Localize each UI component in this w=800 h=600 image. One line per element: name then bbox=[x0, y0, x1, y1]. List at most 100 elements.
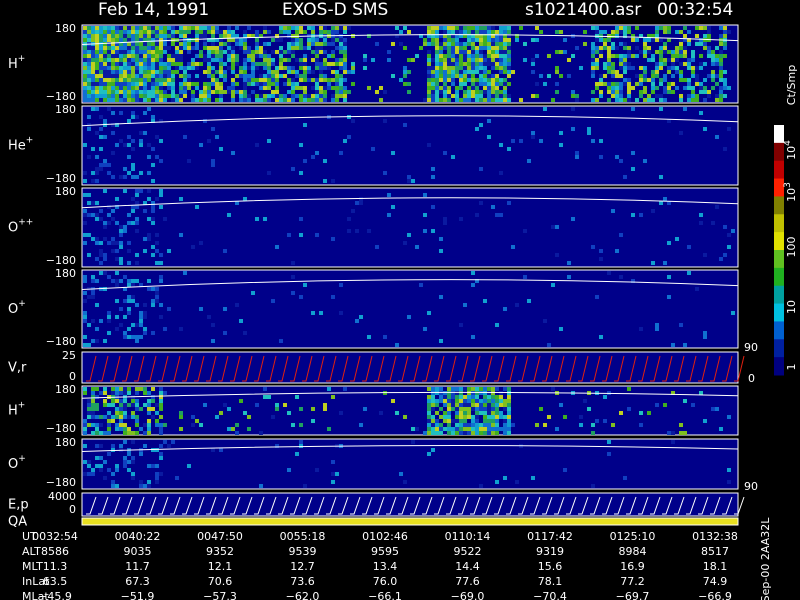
spectrogram-cell bbox=[427, 311, 431, 315]
spectrogram-cell bbox=[211, 90, 215, 94]
spectrogram-cell bbox=[131, 205, 135, 209]
spectrogram-cell bbox=[303, 90, 307, 94]
spectrogram-cell bbox=[491, 98, 495, 102]
spectrogram-cell bbox=[447, 387, 451, 391]
spectrogram-cell bbox=[95, 257, 99, 261]
spectrogram-cell bbox=[107, 38, 111, 42]
spectrogram-cell bbox=[431, 431, 435, 435]
spectrogram-cell bbox=[151, 38, 155, 42]
spectrogram-cell bbox=[175, 54, 179, 58]
spectrogram-cell bbox=[91, 275, 95, 279]
spectrogram-cell bbox=[131, 476, 135, 480]
spectrogram-cell bbox=[523, 42, 527, 46]
spectrogram-cell bbox=[131, 335, 135, 339]
spectrogram-cell bbox=[483, 86, 487, 90]
spectrogram-cell bbox=[631, 213, 635, 217]
spectrogram-cell bbox=[123, 94, 127, 98]
spectrogram-cell bbox=[479, 90, 483, 94]
spectrogram-cell bbox=[291, 38, 295, 42]
spectrogram-cell bbox=[675, 46, 679, 50]
spectrogram-cell bbox=[443, 90, 447, 94]
spectrogram-cell bbox=[455, 58, 459, 62]
right-axis-top: 90 bbox=[744, 480, 758, 493]
spectrogram-cell bbox=[191, 423, 195, 427]
spectrogram-cell bbox=[103, 94, 107, 98]
spectrogram-cell bbox=[447, 74, 451, 78]
spectrogram-cell bbox=[303, 78, 307, 82]
spectrogram-cell bbox=[319, 311, 323, 315]
spectrogram-cell bbox=[135, 217, 139, 221]
spectrogram-cell bbox=[427, 70, 431, 74]
spectrogram-cell bbox=[247, 415, 251, 419]
spectrogram-cell bbox=[123, 90, 127, 94]
spectrogram-cell bbox=[103, 30, 107, 34]
spectrogram-cell bbox=[463, 415, 467, 419]
spectrogram-cell bbox=[319, 46, 323, 50]
spectrogram-cell bbox=[471, 415, 475, 419]
spectrogram-cell bbox=[135, 74, 139, 78]
spectrogram-cell bbox=[563, 415, 567, 419]
spectrogram-cell bbox=[87, 127, 91, 131]
spectrogram-cell bbox=[263, 387, 267, 391]
spectrogram-cell bbox=[123, 62, 127, 66]
spectrogram-cell bbox=[355, 229, 359, 233]
spectrogram-cell bbox=[139, 30, 143, 34]
spectrogram-cell bbox=[507, 34, 511, 38]
spectrogram-cell bbox=[703, 331, 707, 335]
spectrogram-cell bbox=[507, 74, 511, 78]
spectrogram-cell bbox=[219, 66, 223, 70]
spectrogram-cell bbox=[227, 26, 231, 30]
spectrogram-cell bbox=[659, 82, 663, 86]
spectrogram-cell bbox=[575, 155, 579, 159]
spectrogram-cell bbox=[323, 26, 327, 30]
spectrogram-cell bbox=[135, 30, 139, 34]
spectrogram-cell bbox=[127, 311, 131, 315]
spectrogram-cell bbox=[203, 38, 207, 42]
spectrogram-cell bbox=[171, 440, 175, 444]
spectrogram-cell bbox=[139, 50, 143, 54]
spectrogram-cell bbox=[363, 54, 367, 58]
spectrogram-cell bbox=[227, 86, 231, 90]
spectrogram-cell bbox=[447, 34, 451, 38]
spectrogram-cell bbox=[563, 38, 567, 42]
spectrogram-cell bbox=[119, 34, 123, 38]
spectrogram-cell bbox=[299, 233, 303, 237]
spectrogram-cell bbox=[687, 82, 691, 86]
spectrogram-cell bbox=[139, 38, 143, 42]
spectrogram-cell bbox=[355, 201, 359, 205]
spectrogram-cell bbox=[239, 38, 243, 42]
spectrogram-cell bbox=[99, 415, 103, 419]
spectrogram-cell bbox=[487, 427, 491, 431]
spectrogram-cell bbox=[447, 46, 451, 50]
spectrogram-cell bbox=[635, 82, 639, 86]
spectrogram-cell bbox=[243, 38, 247, 42]
spectrogram-cell bbox=[235, 431, 239, 435]
spectrogram-cell bbox=[239, 399, 243, 403]
spectrogram-cell bbox=[319, 42, 323, 46]
spectrogram-cell bbox=[671, 62, 675, 66]
spectrogram-cell bbox=[223, 62, 227, 66]
spectrogram-cell bbox=[123, 175, 127, 179]
spectrogram-cell bbox=[343, 94, 347, 98]
spectrogram-cell bbox=[127, 387, 131, 391]
spectrogram-cell bbox=[243, 58, 247, 62]
spectrogram-cell bbox=[199, 423, 203, 427]
spectrogram-cell bbox=[451, 42, 455, 46]
spectrogram-cell bbox=[495, 423, 499, 427]
spectrogram-cell bbox=[495, 399, 499, 403]
spectrogram-cell bbox=[611, 54, 615, 58]
spectrogram-cell bbox=[475, 82, 479, 86]
spectrogram-cell bbox=[251, 62, 255, 66]
spectrogram-cell bbox=[307, 38, 311, 42]
spectrogram-cell bbox=[143, 38, 147, 42]
spectrogram-cell bbox=[87, 66, 91, 70]
spectrogram-cell bbox=[155, 42, 159, 46]
spectrogram-cell bbox=[135, 279, 139, 283]
spectrogram-cell bbox=[451, 58, 455, 62]
panel bbox=[81, 269, 739, 349]
spectrogram-cell bbox=[111, 415, 115, 419]
spectrogram-cell bbox=[327, 66, 331, 70]
spectrogram-cell bbox=[95, 431, 99, 435]
row-value: 9319 bbox=[536, 545, 564, 558]
spectrogram-cell bbox=[111, 62, 115, 66]
